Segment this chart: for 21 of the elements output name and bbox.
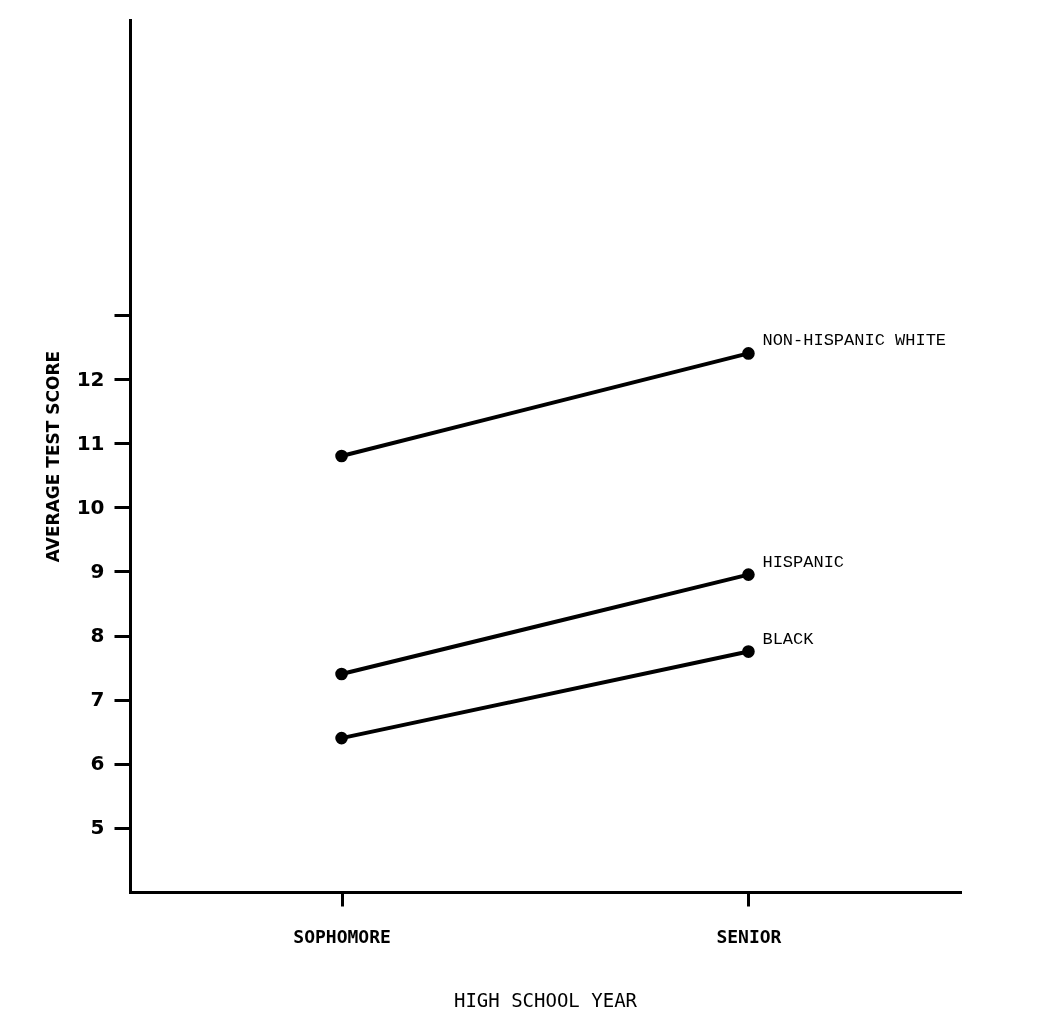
x-tick-label: SENIOR <box>716 925 782 947</box>
x-tick-label: SOPHOMORE <box>293 925 391 947</box>
point <box>335 667 348 681</box>
y-tick-label: 5 <box>90 815 105 840</box>
point <box>335 449 348 463</box>
y-tick-label: 8 <box>90 623 105 648</box>
point <box>742 645 755 658</box>
point <box>742 568 755 581</box>
point <box>742 347 755 360</box>
point <box>335 731 348 745</box>
y-tick-label: 12 <box>76 366 105 391</box>
y-tick-label: 11 <box>76 430 105 455</box>
x-axis-title: HIGH SCHOOL YEAR <box>453 988 638 1011</box>
series-label: HISPANIC <box>762 552 845 572</box>
y-tick-label: 9 <box>90 558 105 583</box>
y-axis-title: AVERAGE TEST SCORE <box>42 350 63 563</box>
y-tick-label: 7 <box>90 687 105 712</box>
series-label: BLACK <box>762 629 815 649</box>
series-label: NON-HISPANIC WHITE <box>762 331 947 351</box>
y-tick-label: 10 <box>76 494 105 519</box>
y-tick-label: 6 <box>90 751 105 776</box>
